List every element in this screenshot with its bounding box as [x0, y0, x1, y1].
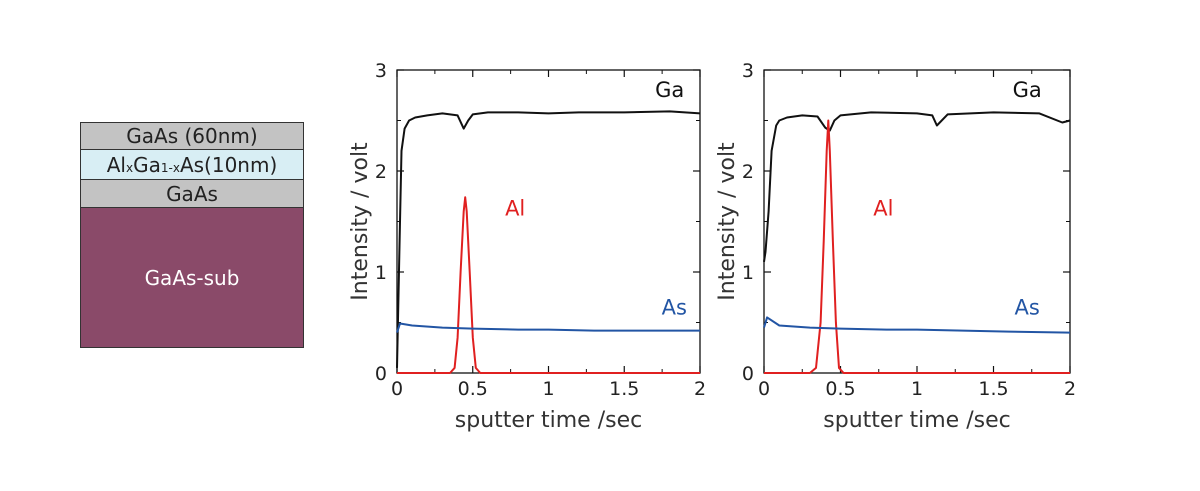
layer-gaas-substrate-label: GaAs-sub [144, 265, 240, 290]
chart-2-annotation-ga: Ga [1013, 78, 1042, 102]
chart-2-series-ga-line [763, 111, 1071, 263]
chart-2-xtick-label-4: 2 [1064, 378, 1076, 400]
chart-1-annotation-as: As [662, 295, 687, 319]
chart-1-series-al-line [397, 196, 700, 374]
chart-1-annotation-ga: Ga [655, 78, 684, 102]
chart-2-annotation-as: As [1015, 295, 1040, 319]
chart-2-xlabel: sputter time /sec [823, 408, 1010, 433]
layer-gaas-cap-label: GaAs (60nm) [126, 124, 258, 148]
chart-1-xtick-label-1: 0.5 [458, 378, 488, 400]
chart-1-series-ga-line [396, 110, 701, 368]
chart-2-ytick-label-1: 1 [742, 262, 754, 284]
chart-2-ytick-label-3: 3 [742, 60, 754, 82]
chart-1-annotation-al: Al [505, 196, 525, 220]
chart-1-ytick-label-3: 3 [375, 60, 387, 82]
chart-1-ytick-label-2: 2 [375, 161, 387, 183]
chart-1-xtick-label-4: 2 [694, 378, 706, 400]
chart-2-xtick-label-1: 0.5 [825, 378, 855, 400]
layer-stack-diagram: GaAs (60nm) AlxGa1-xAs(10nm) GaAs GaAs-s… [80, 122, 304, 348]
layer-gaas-buffer-label: GaAs [166, 181, 218, 206]
chart-1-series-as-line [396, 322, 700, 333]
layer-algaas: AlxGa1-xAs(10nm) [80, 150, 304, 180]
chart-1-ylabel: Intensity / volt [348, 142, 373, 301]
chart-2-xtick-label-2: 1 [911, 378, 923, 400]
layer-gaas-cap: GaAs (60nm) [80, 122, 304, 150]
chart-2-ytick-label-2: 2 [742, 161, 754, 183]
chart-1-xlabel: sputter time /sec [455, 408, 642, 433]
chart-2: 0 0.5 1 1.5 2 0 1 2 3 sputter time /sec Intensity … [715, 60, 1076, 433]
chart-2-series-al-line [764, 119, 1070, 374]
layer-algaas-label: AlxGa1-xAs(10nm) [106, 152, 278, 177]
layer-gaas-substrate: GaAs-sub [80, 208, 304, 348]
chart-2-ytick-label-0: 0 [742, 363, 754, 385]
chart-1-xtick-label-3: 1.5 [609, 378, 639, 400]
chart-1-xtick-label-0: 0 [391, 378, 403, 400]
chart-2-ylabel: Intensity / volt [715, 142, 740, 301]
chart-1-ytick-label-1: 1 [375, 262, 387, 284]
chart-2-xtick-label-3: 1.5 [978, 378, 1008, 400]
chart-2-series-as-line [763, 316, 1071, 334]
chart-1-ytick-label-0: 0 [375, 363, 387, 385]
chart-1-xtick-label-2: 1 [542, 378, 554, 400]
chart-2-annotation-al: Al [873, 196, 893, 220]
chart-2-xtick-label-0: 0 [758, 378, 770, 400]
layer-gaas-buffer: GaAs [80, 180, 304, 208]
chart-1: 0 0.5 1 1.5 2 0 1 2 3 sputter time /sec Intensity … [348, 60, 706, 433]
